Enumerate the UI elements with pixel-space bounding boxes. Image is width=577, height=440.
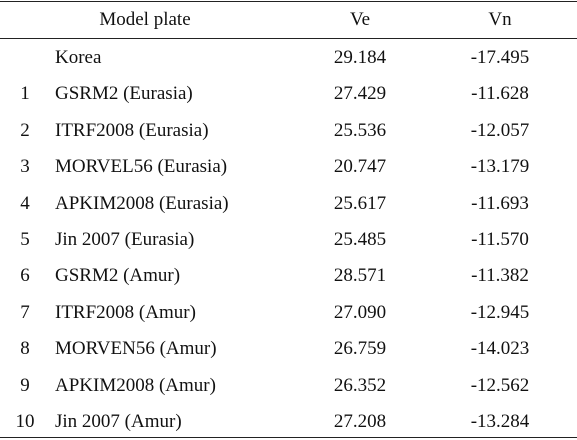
vn-value: -11.693 <box>471 192 529 214</box>
header-rule <box>0 38 577 39</box>
model-name: MORVEL56 (Eurasia) <box>55 156 228 178</box>
column-header: Vn <box>488 9 512 30</box>
vn-value: -12.562 <box>470 374 530 396</box>
ve-value: 25.617 <box>333 192 387 214</box>
ve-value: 27.090 <box>333 301 387 323</box>
model-name: Jin 2007 (Eurasia) <box>55 229 195 250</box>
ve-value: 25.485 <box>333 229 387 250</box>
row-number: 1 <box>20 83 30 105</box>
model-name: GSRM2 (Eurasia) <box>55 83 193 105</box>
model-name: ITRF2008 (Amur) <box>55 301 196 323</box>
column-header: Ve <box>349 9 371 30</box>
model-name: APKIM2008 (Eurasia) <box>55 192 229 214</box>
ve-value: 26.352 <box>333 374 387 396</box>
model-name: Jin 2007 (Amur) <box>55 411 182 432</box>
row-number: 3 <box>20 156 30 178</box>
vn-value: -12.945 <box>470 301 530 323</box>
model-name: MORVEN56 (Amur) <box>55 338 217 360</box>
ve-value: 27.208 <box>333 411 387 432</box>
column-header: Model plate <box>99 9 191 30</box>
row-number: 6 <box>20 265 30 287</box>
row-number: 7 <box>20 301 30 323</box>
ve-value: 20.747 <box>333 156 387 178</box>
model-name: GSRM2 (Amur) <box>55 265 181 287</box>
vn-value: -12.057 <box>470 119 530 141</box>
row-number: 8 <box>20 338 30 360</box>
row-number: 5 <box>20 229 30 250</box>
model-name: Korea <box>55 47 102 68</box>
vn-value: -11.570 <box>471 229 529 250</box>
bottom-rule <box>0 437 577 438</box>
ve-value: 27.429 <box>333 83 387 105</box>
row-number: 10 <box>15 411 35 432</box>
ve-value: 25.536 <box>333 119 387 141</box>
row-number: 2 <box>20 119 30 141</box>
ve-value: 29.184 <box>333 47 387 68</box>
ve-value: 28.571 <box>333 265 387 287</box>
row-number: 4 <box>20 192 30 214</box>
vn-value: -14.023 <box>470 338 530 360</box>
top-rule <box>0 1 577 2</box>
vn-value: -11.382 <box>471 265 529 287</box>
model-name: ITRF2008 (Eurasia) <box>55 119 209 141</box>
vn-value: -17.495 <box>470 47 530 68</box>
row-number: 9 <box>20 374 30 396</box>
vn-value: -11.628 <box>471 83 529 105</box>
ve-value: 26.759 <box>333 338 387 360</box>
vn-value: -13.179 <box>470 156 530 178</box>
vn-value: -13.284 <box>470 411 530 432</box>
model-name: APKIM2008 (Amur) <box>55 374 216 396</box>
